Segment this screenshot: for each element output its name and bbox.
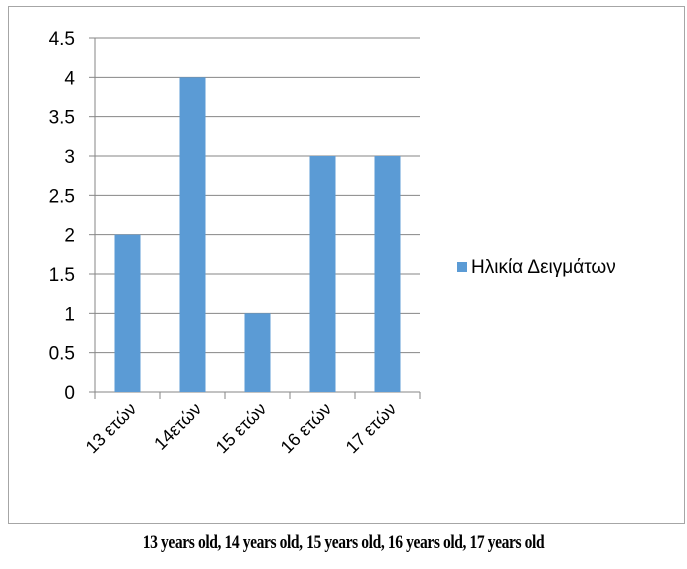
y-tick-label: 2.5 bbox=[49, 186, 75, 207]
figure-caption: 13 years old, 14 years old, 15 years old… bbox=[142, 532, 545, 553]
bar bbox=[309, 156, 336, 392]
y-tick-label: 4.5 bbox=[49, 29, 75, 50]
bar-chart: 0 0.5 1 1.5 2 2.5 3 3.5 4 4.5 13 ετών 14ετών 15 ετών… bbox=[49, 29, 616, 458]
y-tick-label: 3.5 bbox=[49, 108, 75, 129]
bar bbox=[179, 77, 206, 392]
x-category-label: 16 ετών bbox=[277, 399, 336, 458]
y-tick-label: 1 bbox=[64, 304, 75, 325]
x-category-label: 13 ετών bbox=[82, 399, 141, 458]
y-tick-label: 0 bbox=[64, 383, 75, 404]
x-category-label: 17 ετών bbox=[342, 399, 401, 458]
y-tick-label: 3 bbox=[64, 147, 75, 168]
x-category-label: 15 ετών bbox=[212, 399, 271, 458]
bar bbox=[374, 156, 401, 392]
y-tick-label: 0.5 bbox=[49, 344, 75, 365]
y-tick-label: 2 bbox=[64, 226, 75, 247]
y-tick-label: 4 bbox=[64, 68, 75, 89]
x-category-label: 14ετών bbox=[150, 399, 205, 454]
bar bbox=[244, 313, 271, 392]
legend-label: Ηλικία Δειγμάτων bbox=[471, 257, 616, 278]
legend-swatch bbox=[457, 262, 467, 272]
bar bbox=[114, 234, 141, 392]
y-tick-label: 1.5 bbox=[49, 265, 75, 286]
